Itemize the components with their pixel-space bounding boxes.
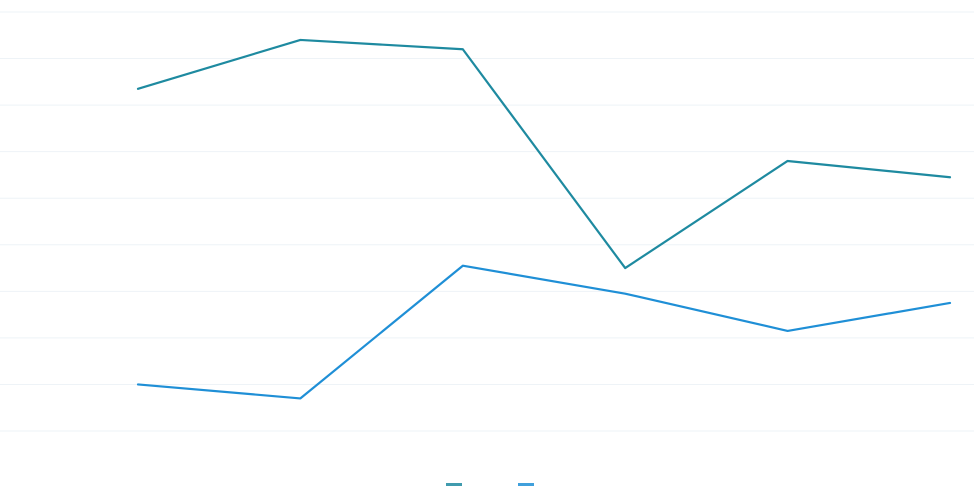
grid	[0, 11, 974, 432]
series-line-1	[136, 38, 952, 270]
legend-swatch-2	[518, 483, 534, 486]
series-line-2	[136, 264, 952, 400]
legend	[446, 483, 534, 486]
legend-swatch-1	[446, 483, 462, 486]
series-lines	[136, 38, 952, 400]
